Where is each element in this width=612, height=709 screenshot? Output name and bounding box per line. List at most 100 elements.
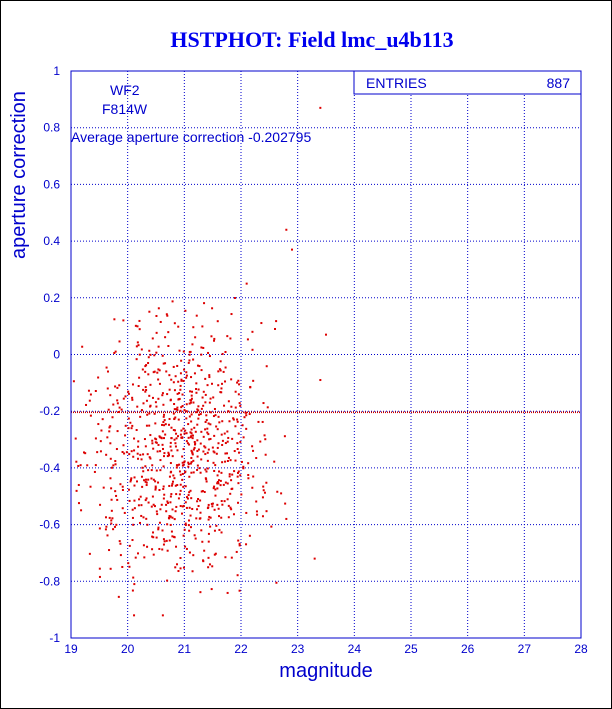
data-point — [176, 484, 179, 487]
data-point — [171, 482, 174, 485]
data-point — [206, 467, 209, 470]
data-point — [203, 445, 206, 448]
data-point — [180, 406, 183, 409]
data-point — [152, 503, 155, 506]
data-point — [188, 475, 191, 478]
filter-label: F814W — [102, 101, 148, 117]
data-point — [179, 433, 182, 436]
data-point — [207, 540, 210, 543]
data-point — [226, 335, 229, 338]
data-point — [131, 589, 134, 592]
data-point — [212, 461, 215, 464]
data-point — [172, 429, 175, 432]
data-point — [183, 528, 186, 531]
data-point — [172, 474, 175, 477]
data-point — [145, 424, 148, 427]
data-point — [115, 523, 118, 526]
data-point — [166, 455, 169, 458]
data-point — [181, 472, 184, 475]
data-point — [134, 324, 137, 327]
data-point — [203, 549, 206, 552]
data-point — [194, 430, 197, 433]
data-point — [207, 433, 210, 436]
data-point — [244, 411, 247, 414]
data-point — [224, 380, 227, 383]
data-point — [117, 410, 120, 413]
entries-label: ENTRIES — [366, 75, 427, 91]
data-point — [157, 307, 160, 310]
data-point — [145, 478, 148, 481]
data-point — [123, 452, 126, 455]
data-point — [181, 505, 184, 508]
data-point — [154, 480, 157, 483]
data-point — [209, 437, 212, 440]
data-point — [121, 488, 124, 491]
data-point — [128, 453, 131, 456]
data-point — [185, 403, 188, 406]
data-point — [192, 471, 195, 474]
data-point — [207, 506, 210, 509]
data-point — [143, 556, 146, 559]
data-point — [114, 463, 117, 466]
data-point — [152, 531, 155, 534]
data-point — [235, 550, 238, 553]
data-point — [190, 394, 193, 397]
data-point — [213, 469, 216, 472]
data-point — [149, 434, 152, 437]
data-point — [264, 453, 267, 456]
data-point — [242, 465, 245, 468]
data-point — [261, 515, 264, 518]
data-point — [170, 378, 173, 381]
data-point — [162, 465, 165, 468]
data-point — [165, 370, 168, 373]
data-point — [239, 474, 242, 477]
data-point — [224, 350, 227, 353]
data-point — [208, 401, 211, 404]
data-point — [184, 545, 187, 548]
data-point — [196, 455, 199, 458]
data-point — [200, 346, 203, 349]
data-point — [125, 451, 128, 454]
data-point — [201, 396, 204, 399]
data-point — [262, 489, 265, 492]
data-point — [175, 432, 178, 435]
data-point — [174, 484, 177, 487]
data-point — [181, 393, 184, 396]
data-point — [181, 436, 184, 439]
data-point — [107, 408, 110, 411]
data-point — [205, 419, 208, 422]
data-point — [234, 406, 237, 409]
x-tick-label: 28 — [574, 642, 588, 656]
x-tick-label: 21 — [178, 642, 192, 656]
y-tick-label: 0.8 — [43, 121, 60, 135]
data-point — [97, 376, 100, 379]
data-point — [175, 493, 178, 496]
data-point — [210, 588, 213, 591]
data-point — [140, 348, 143, 351]
data-point — [191, 390, 194, 393]
data-point — [137, 504, 140, 507]
data-point — [130, 427, 133, 430]
data-point — [175, 466, 178, 469]
data-point — [185, 376, 188, 379]
data-point — [185, 440, 188, 443]
data-point — [222, 483, 225, 486]
data-point — [162, 437, 165, 440]
data-point — [149, 404, 152, 407]
data-point — [113, 525, 116, 528]
data-point — [157, 397, 160, 400]
data-point — [228, 475, 231, 478]
data-point — [265, 510, 268, 513]
data-point — [200, 407, 203, 410]
data-point — [156, 450, 159, 453]
data-point — [236, 420, 239, 423]
data-point — [227, 456, 230, 459]
x-tick-labels: 19 20 21 22 23 24 25 26 27 28 — [64, 642, 588, 656]
data-point — [207, 503, 210, 506]
data-point — [77, 483, 80, 486]
data-point — [131, 539, 134, 542]
data-point — [127, 390, 130, 393]
data-point — [189, 401, 192, 404]
data-point — [158, 489, 161, 492]
